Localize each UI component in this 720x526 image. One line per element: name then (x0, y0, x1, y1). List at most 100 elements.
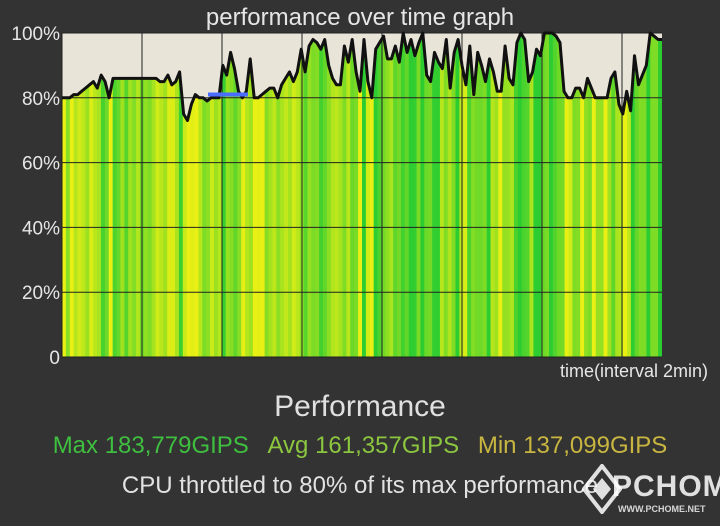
performance-band (93, 33, 98, 357)
y-tick-label: 80% (22, 89, 60, 110)
performance-band (584, 33, 589, 357)
performance-band (572, 33, 577, 357)
performance-band (552, 33, 558, 357)
performance-band (155, 33, 161, 357)
performance-band (264, 33, 270, 357)
performance-band (198, 33, 203, 357)
performance-band (615, 33, 620, 357)
performance-band (494, 33, 499, 357)
performance-band (303, 33, 309, 357)
performance-band (517, 33, 523, 357)
performance-band (167, 33, 172, 357)
performance-band (545, 33, 550, 357)
pchome-logo-icon (582, 464, 622, 514)
performance-band (217, 33, 223, 357)
performance-band (241, 33, 246, 357)
gridlines (61, 32, 662, 358)
performance-band (171, 33, 176, 357)
performance-band (104, 33, 110, 357)
performance-band (568, 33, 573, 357)
performance-band (124, 33, 129, 357)
performance-band (580, 33, 585, 357)
performance-band (533, 33, 538, 357)
performance-line (62, 31, 662, 122)
performance-band (249, 33, 254, 357)
performance-band (412, 33, 418, 357)
performance-band (658, 33, 662, 357)
performance-band (439, 33, 445, 357)
performance-band (210, 33, 215, 357)
performance-band (400, 33, 406, 357)
performance-band (650, 33, 655, 357)
performance-band (478, 33, 484, 357)
performance-band (587, 33, 593, 357)
performance-band (432, 33, 437, 357)
y-tick-label: 60% (22, 154, 60, 175)
performance-band (182, 33, 188, 357)
performance-band (354, 33, 359, 357)
performance-band (369, 33, 375, 357)
performance-band (194, 33, 199, 357)
performance-band (62, 33, 67, 357)
performance-band (451, 33, 457, 357)
performance-band (97, 33, 102, 357)
stats-row: Max 183,779GIPS Avg 161,357GIPS Min 137,… (0, 432, 720, 460)
performance-band (85, 33, 90, 357)
performance-band (607, 33, 612, 357)
performance-band (471, 33, 476, 357)
performance-band (603, 33, 609, 357)
performance-band (404, 33, 410, 357)
performance-band (498, 33, 503, 357)
y-axis-ticks: 0 20% 40% 60% 80% 100% (11, 24, 60, 369)
performance-band (272, 33, 277, 357)
performance-band (186, 33, 192, 357)
performance-band (319, 33, 324, 357)
performance-band (245, 33, 250, 357)
performance-band (611, 33, 616, 357)
performance-band (213, 33, 219, 357)
performance-band (447, 33, 453, 357)
performance-band (576, 33, 581, 357)
performance-band (529, 33, 535, 357)
performance-band (634, 33, 640, 357)
performance-band (362, 33, 367, 357)
performance-band (623, 33, 628, 357)
y-tick-label: 100% (11, 24, 60, 45)
min-gips: Min 137,099GIPS (477, 432, 668, 459)
watermark-subtext: WWW.PCHOME.NET (618, 504, 706, 514)
performance-band (116, 33, 122, 357)
performance-band (556, 33, 562, 357)
performance-band (638, 33, 644, 357)
performance-band (549, 33, 554, 357)
performance-band (287, 33, 293, 357)
performance-band (65, 33, 71, 357)
performance-band (474, 33, 480, 357)
performance-band (385, 33, 390, 357)
performance-band (397, 33, 402, 357)
performance-band (630, 33, 636, 357)
performance-band (541, 33, 546, 357)
performance-band (365, 33, 371, 357)
performance-band (490, 33, 496, 357)
performance-band (513, 33, 519, 357)
performance-band (190, 33, 196, 357)
performance-band (81, 33, 86, 357)
x-axis-label: time(interval 2min) (559, 361, 708, 381)
performance-band (346, 33, 351, 357)
performance-band (89, 33, 94, 357)
y-tick-label: 40% (22, 218, 60, 239)
performance-band (373, 33, 379, 357)
performance-heading: Performance (274, 390, 446, 423)
y-tick-label: 0 (49, 348, 60, 369)
performance-band (424, 33, 429, 357)
performance-band (315, 33, 320, 357)
performance-band (619, 33, 624, 357)
performance-band (178, 33, 184, 357)
performance-band (174, 33, 180, 357)
performance-band (108, 33, 114, 357)
performance-band (256, 33, 262, 357)
watermark-text: PCHOME (612, 470, 720, 503)
performance-band (77, 33, 83, 357)
performance-band (455, 33, 461, 357)
